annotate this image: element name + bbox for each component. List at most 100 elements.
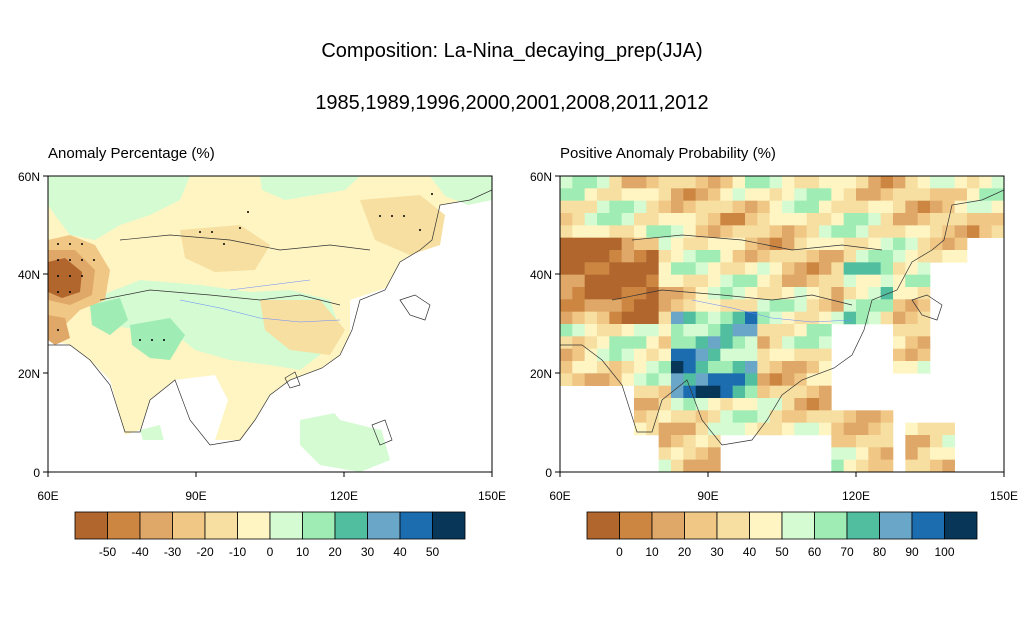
right-grid-cell [930, 435, 943, 448]
right-grid-cell [646, 373, 659, 386]
right-grid-cell [880, 435, 894, 448]
right-grid-cell [868, 435, 881, 448]
right-grid-cell [954, 250, 968, 263]
right-grid-cell [708, 262, 721, 275]
right-grid-cell [979, 176, 992, 189]
right-grid-cell [584, 262, 598, 275]
right-grid-cell [597, 274, 610, 288]
right-grid-cell [831, 410, 844, 423]
right-grid-cell [597, 225, 610, 238]
right-grid-cell [893, 336, 906, 349]
right-grid-cell [683, 188, 696, 201]
right-grid-cell [806, 262, 820, 275]
right-grid-cell [609, 250, 622, 263]
right-colorbar-label: 10 [645, 545, 659, 559]
right-grid-cell [671, 176, 684, 189]
right-grid-cell [782, 324, 795, 337]
right-grid-cell [609, 336, 622, 349]
right-grid-cell [695, 225, 709, 238]
left-colorbar-label: 40 [393, 545, 407, 559]
left-colorbar-swatch [432, 511, 466, 540]
right-grid-cell [708, 447, 721, 460]
right-grid-cell [769, 336, 783, 349]
right-grid-cell [794, 385, 807, 399]
right-grid-cell [597, 348, 610, 362]
right-grid-cell [634, 385, 647, 399]
right-grid-cell [621, 188, 635, 201]
right-grid-cell [732, 324, 746, 337]
right-grid-cell [609, 176, 622, 189]
right-grid-cell [769, 385, 783, 399]
right-grid-cell [880, 459, 894, 472]
right-grid-cell [732, 237, 746, 251]
left-contour-northcentral-green [260, 176, 360, 200]
right-grid-cell [560, 200, 573, 214]
right-grid-cell [843, 200, 857, 214]
right-grid-cell [683, 361, 696, 374]
right-grid-cell [917, 176, 931, 189]
right-grid-cell [868, 188, 881, 201]
right-grid-cell [708, 398, 721, 411]
right-grid-cell [658, 447, 672, 460]
right-grid-cell [584, 287, 598, 300]
right-grid-cell [683, 348, 696, 362]
right-grid-cell [646, 225, 659, 238]
right-grid-cell [819, 324, 832, 337]
right-grid-cell [720, 348, 733, 362]
right-grid-cell [806, 324, 820, 337]
right-grid-cell [683, 398, 696, 411]
right-grid-cell [856, 250, 869, 263]
right-colorbar-label: 100 [934, 545, 954, 559]
right-grid-cell [917, 361, 931, 374]
right-grid-cell [831, 213, 844, 226]
right-grid-cell [819, 348, 832, 362]
right-grid-cell [769, 398, 783, 411]
right-grid-cell [942, 200, 955, 214]
right-grid-cell [782, 410, 795, 423]
right-grid-cell [658, 188, 672, 201]
right-grid-cell [917, 324, 931, 337]
right-grid-cell [732, 336, 746, 349]
right-colorbar-label: 50 [775, 545, 789, 559]
right-grid-cell [757, 188, 770, 201]
right-grid-cell [634, 213, 647, 226]
right-grid-cell [782, 385, 795, 399]
right-grid-cell [917, 348, 931, 362]
right-colorbar-label: 60 [808, 545, 822, 559]
right-grid-cell [671, 422, 684, 436]
right-grid-cell [745, 324, 758, 337]
left-colorbar-label: -20 [196, 545, 214, 559]
right-grid-cell [794, 373, 807, 386]
right-grid-cell [893, 299, 906, 312]
right-grid-cell [683, 459, 696, 472]
right-grid-cell [597, 176, 610, 189]
right-grid-cell [584, 311, 598, 325]
right-grid-cell [621, 213, 635, 226]
right-grid-cell [597, 373, 610, 386]
right-grid-cell [634, 348, 647, 362]
right-grid-cell [782, 311, 795, 325]
right-grid-cell [893, 311, 906, 325]
right-grid-cell [856, 422, 869, 436]
right-grid-cell [782, 237, 795, 251]
right-grid-cell [954, 237, 968, 251]
right-xtick-label: 90E [697, 489, 718, 503]
left-colorbar: -50 -40 -30 -20 -10 0 10 20 30 40 50 [74, 511, 466, 559]
right-grid-cell [597, 299, 610, 312]
left-colorbar-label: 50 [426, 545, 440, 559]
right-grid-cell [819, 200, 832, 214]
right-grid-cell [720, 311, 733, 325]
right-grid-cell [732, 213, 746, 226]
right-grid-cell [634, 237, 647, 251]
right-grid-cell [794, 225, 807, 238]
right-grid-cell [806, 237, 820, 251]
right-grid-cell [880, 274, 894, 288]
right-grid-cell [671, 447, 684, 460]
right-grid-cell [794, 213, 807, 226]
right-grid-cell [905, 262, 918, 275]
right-grid-cell [584, 348, 598, 362]
right-colorbar-swatch [814, 511, 848, 540]
right-grid-cell [683, 311, 696, 325]
right-colorbar-swatch [684, 511, 718, 540]
right-grid-cell [930, 237, 943, 251]
